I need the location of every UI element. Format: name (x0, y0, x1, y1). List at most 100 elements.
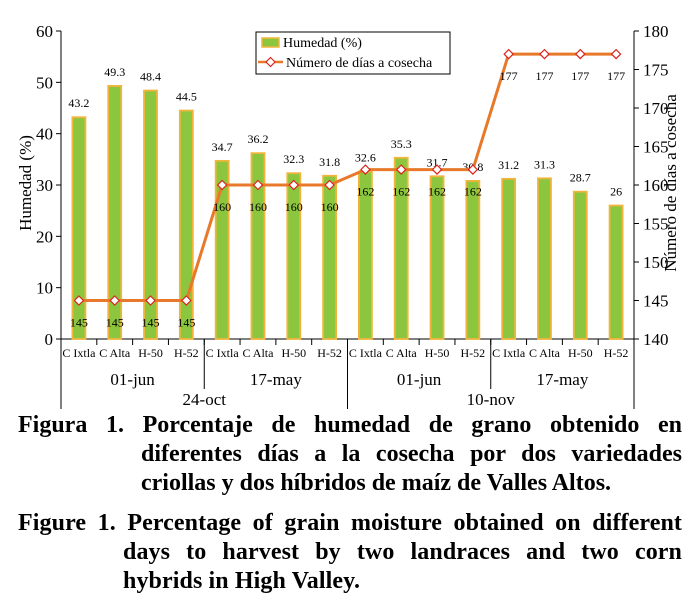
x-category-label: C Ixtla (62, 346, 96, 360)
line-point-marker (216, 179, 228, 191)
line-value-labels: 145 145 145 145 160 160 160 160 162 162 162 162 177 1… (70, 69, 625, 329)
line-value-label: 160 (321, 200, 339, 214)
line-point-marker (610, 48, 622, 60)
bar (429, 175, 445, 340)
y-tick-label: 20 (36, 227, 53, 246)
bar-value-label: 36.2 (247, 132, 268, 146)
bar (214, 159, 230, 340)
y2-tick-label: 155 (643, 215, 669, 234)
x-category-label: H-52 (604, 346, 629, 360)
y-tick-label: 40 (36, 125, 53, 144)
y-tick-label: 10 (36, 279, 53, 298)
bar (286, 172, 302, 340)
bar (537, 177, 552, 340)
x-axis: C Ixtla C Alta H-50 H-52 C Ixtla C Alta H-50 H-… (60, 339, 635, 409)
bar-value-label: 49.3 (104, 65, 125, 79)
y2-tick-label: 165 (643, 138, 669, 157)
bar-value-label: 32.3 (283, 152, 304, 166)
line-series (73, 48, 622, 306)
bar-value-label: 32.6 (355, 151, 376, 165)
bar (572, 190, 588, 340)
x-category-label: H-52 (317, 346, 342, 360)
bar (143, 89, 158, 340)
bar-value-label: 26 (610, 185, 622, 199)
x-category-label: C Ixtla (206, 346, 240, 360)
x-category-label: H-50 (568, 346, 593, 360)
y-axis-title: Humedad (%) (16, 135, 35, 231)
line-value-label: 162 (356, 185, 374, 199)
y-axis-left: 0 10 20 30 40 50 60 (36, 22, 61, 349)
bar (178, 109, 194, 340)
y2-tick-label: 150 (643, 253, 669, 272)
line-point-marker (467, 164, 479, 175)
y-tick-label: 0 (45, 330, 54, 349)
bar (501, 177, 517, 340)
line-value-label: 145 (106, 316, 124, 330)
line-point-marker (324, 179, 335, 191)
bar (393, 156, 409, 340)
line-value-label: 177 (571, 69, 589, 83)
y2-tick-label: 170 (643, 99, 669, 118)
x-category-label: C Alta (529, 346, 561, 360)
y2-tick-label: 140 (643, 330, 669, 349)
line-point-marker (539, 48, 550, 60)
legend-line-label: Número de días a cosecha (286, 56, 433, 71)
line-point-marker (574, 48, 586, 60)
date-group-label: 01-jun (397, 370, 442, 389)
y-tick-label: 30 (36, 176, 53, 195)
bar-value-label: 31.7 (427, 155, 448, 169)
chart: 43.2 49.3 48.4 44.5 34.7 36.2 32.3 31.8 32.6 35.3… (16, 22, 680, 409)
bar-value-label: 34.7 (212, 140, 233, 154)
bar-series (71, 85, 624, 340)
date-group-label: 17-may (536, 370, 588, 389)
x-category-label: H-52 (174, 346, 199, 360)
bar (107, 85, 123, 340)
line-value-label: 160 (249, 200, 267, 214)
y2-axis-title: Número de días a cosecha (661, 94, 680, 272)
caption-english-lead: Figure 1. (18, 510, 116, 536)
x-category-label: H-50 (281, 346, 306, 360)
y-axis-right: 140 145 150 155 160 165 170 175 180 (634, 22, 669, 349)
line-value-label: 162 (392, 185, 410, 199)
x-category-label: H-52 (461, 346, 486, 360)
bar-value-label: 44.5 (176, 90, 197, 104)
caption-spanish-text: Porcentaje de humedad de grano obtenido … (141, 412, 682, 496)
bar-value-label: 43.2 (68, 96, 89, 110)
bar (465, 179, 481, 340)
line-value-label: 177 (500, 69, 518, 83)
date-group-label: 01-jun (110, 370, 155, 389)
line-point-marker (503, 48, 515, 60)
caption-spanish-lead: Figura 1. (18, 412, 124, 438)
line-value-label: 145 (177, 316, 195, 330)
line-value-label: 145 (142, 316, 160, 330)
x-category-label: C Alta (242, 346, 274, 360)
year-group-label: 10-nov (467, 390, 516, 409)
bar-value-labels: 43.2 49.3 48.4 44.5 34.7 36.2 32.3 31.8 32.6 35.3… (68, 65, 622, 199)
line-value-label: 160 (213, 200, 231, 214)
line-point-marker (73, 295, 85, 306)
line-point-marker (252, 179, 264, 191)
bar-value-label: 35.3 (391, 137, 412, 151)
x-category-label: H-50 (425, 346, 450, 360)
caption-spanish: Figura 1. Porcentaje de humedad de grano… (18, 411, 682, 498)
line-point-marker (288, 179, 300, 191)
bar (71, 116, 87, 340)
x-category-label: C Ixtla (349, 346, 383, 360)
legend-box (255, 31, 451, 75)
bar (322, 174, 337, 340)
legend-line-marker (265, 56, 276, 68)
y2-tick-label: 145 (643, 292, 669, 311)
legend: Humedad (%) Número de días a cosecha (255, 31, 451, 75)
caption-english-text: Percentage of grain moisture obtained on… (123, 510, 682, 594)
line-value-label: 162 (464, 185, 482, 199)
line-value-label: 162 (428, 185, 446, 199)
x-category-label: C Alta (386, 346, 418, 360)
legend-bar-label: Humedad (%) (283, 36, 362, 51)
line-point-marker (145, 295, 156, 306)
bar-value-label: 31.8 (319, 155, 340, 169)
line-point-marker (180, 295, 192, 306)
line-value-label: 145 (70, 316, 88, 330)
line-value-label: 177 (607, 69, 625, 83)
line-point-marker (431, 164, 443, 175)
x-category-label: C Alta (99, 346, 131, 360)
